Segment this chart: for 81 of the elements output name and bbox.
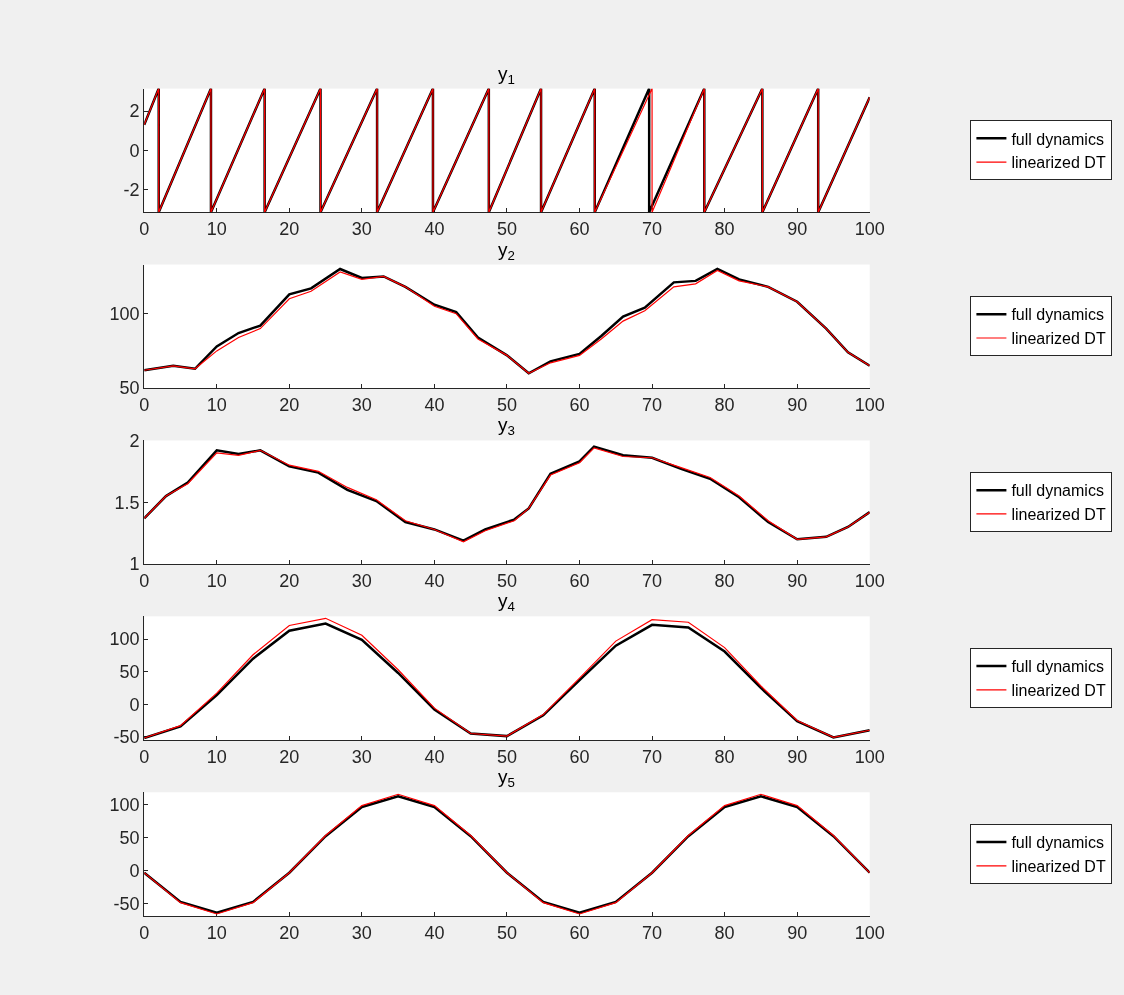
legend-label: full dynamics xyxy=(1011,658,1104,676)
legend-label: linearized DT xyxy=(1011,858,1106,876)
x-tick-label: 20 xyxy=(279,218,300,239)
x-tick-label: 100 xyxy=(854,394,885,415)
legend-label: full dynamics xyxy=(1011,834,1104,852)
x-tick-label: 70 xyxy=(642,746,663,767)
chart-title: y$_{3}$ xyxy=(498,414,515,438)
x-tick-label: 20 xyxy=(279,746,300,767)
x-tick-label: 40 xyxy=(424,570,445,591)
x-tick-label: 30 xyxy=(351,746,372,767)
legend-label: linearized DT xyxy=(1011,682,1106,700)
y-tick-label: 1 xyxy=(129,554,140,575)
y-tick-label: 2 xyxy=(129,430,140,451)
x-tick-label: 90 xyxy=(787,394,808,415)
x-tick-label: 60 xyxy=(569,746,590,767)
chart-title: y$_{5}$ xyxy=(498,766,515,790)
x-tick-label: 80 xyxy=(714,570,735,591)
chart-title: y$_{4}$ xyxy=(498,590,515,614)
x-tick-label: 60 xyxy=(569,394,590,415)
x-tick-label: 50 xyxy=(496,570,517,591)
legend-label: linearized DT xyxy=(1011,506,1106,524)
x-tick-label: 90 xyxy=(787,570,808,591)
x-tick-label: 80 xyxy=(714,746,735,767)
x-tick-label: 60 xyxy=(569,218,590,239)
x-tick-label: 20 xyxy=(279,570,300,591)
x-tick-label: 20 xyxy=(279,922,300,943)
x-tick-label: 10 xyxy=(206,218,227,239)
x-tick-label: 80 xyxy=(714,922,735,943)
y-tick-label: 0 xyxy=(129,861,140,882)
x-tick-label: 70 xyxy=(642,922,663,943)
legend-label: full dynamics xyxy=(1011,130,1104,148)
x-tick-label: 40 xyxy=(424,922,445,943)
x-tick-label: 90 xyxy=(787,922,808,943)
y-tick-label: 50 xyxy=(119,827,140,848)
legend-label: full dynamics xyxy=(1011,482,1104,500)
y-tick-label: 2 xyxy=(129,101,140,122)
x-tick-label: 70 xyxy=(642,570,663,591)
x-tick-label: 30 xyxy=(351,570,372,591)
legend-label: full dynamics xyxy=(1011,306,1104,324)
x-tick-label: 60 xyxy=(569,922,590,943)
x-tick-label: 100 xyxy=(854,746,885,767)
x-tick-label: 10 xyxy=(206,394,227,415)
x-tick-label: 60 xyxy=(569,570,590,591)
x-tick-label: 100 xyxy=(854,218,885,239)
chart-title: y$_{1}$ xyxy=(498,63,515,87)
x-tick-label: 100 xyxy=(854,922,885,943)
x-tick-label: 40 xyxy=(424,394,445,415)
x-tick-label: 10 xyxy=(206,746,227,767)
x-tick-label: 30 xyxy=(351,922,372,943)
x-tick-label: 80 xyxy=(714,218,735,239)
x-tick-label: 30 xyxy=(351,218,372,239)
x-tick-label: 50 xyxy=(496,218,517,239)
x-tick-label: 50 xyxy=(496,922,517,943)
chart-title: y$_{2}$ xyxy=(498,239,515,263)
legend-label: linearized DT xyxy=(1011,330,1106,348)
y-tick-label: 1.5 xyxy=(114,492,140,513)
y-tick-label: 50 xyxy=(119,378,140,399)
x-tick-label: 90 xyxy=(787,746,808,767)
y-tick-label: 100 xyxy=(109,303,140,324)
x-tick-label: 40 xyxy=(424,746,445,767)
x-tick-label: 30 xyxy=(351,394,372,415)
y-tick-label: 100 xyxy=(109,629,140,650)
x-tick-label: 50 xyxy=(496,394,517,415)
y-tick-label: 100 xyxy=(109,794,140,815)
x-tick-label: 100 xyxy=(854,570,885,591)
y-tick-label: -2 xyxy=(123,180,140,201)
y-tick-label: 50 xyxy=(119,661,140,682)
x-tick-label: 70 xyxy=(642,218,663,239)
x-tick-label: 20 xyxy=(279,394,300,415)
x-tick-label: 40 xyxy=(424,218,445,239)
y-tick-label: -50 xyxy=(113,894,140,915)
y-tick-label: -50 xyxy=(113,727,140,748)
x-tick-label: 80 xyxy=(714,394,735,415)
x-tick-label: 10 xyxy=(206,570,227,591)
x-tick-label: 10 xyxy=(206,922,227,943)
y-tick-label: 0 xyxy=(129,694,140,715)
x-tick-label: 50 xyxy=(496,746,517,767)
legend-label: linearized DT xyxy=(1011,154,1106,172)
y-tick-label: 0 xyxy=(129,140,140,161)
x-tick-label: 90 xyxy=(787,218,808,239)
x-tick-label: 70 xyxy=(642,394,663,415)
